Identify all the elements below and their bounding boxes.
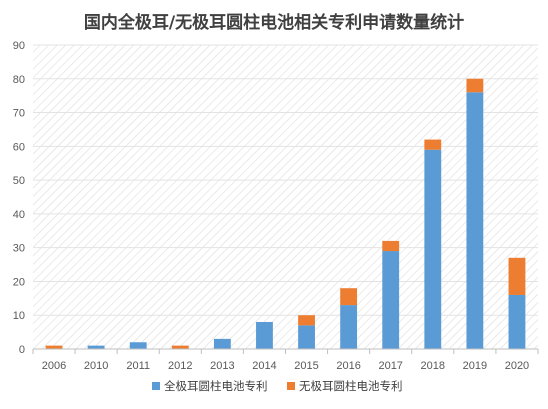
y-tick-label: 20 [13, 276, 25, 288]
bar-2019-series-2 [466, 78, 484, 93]
x-tick-label: 2017 [378, 360, 402, 372]
bar-2019-series-1 [466, 92, 484, 350]
x-tick-label: 2014 [252, 360, 276, 372]
x-tick-label: 2019 [463, 360, 487, 372]
x-tick-label: 2015 [294, 360, 318, 372]
y-tick-label: 0 [19, 344, 25, 356]
bar-2020-series-2 [508, 257, 526, 295]
bars-group [45, 78, 526, 350]
y-tick-label: 90 [13, 40, 25, 52]
chart-title: 国内全极耳/无极耳圆柱电池相关专利申请数量统计 [83, 13, 465, 33]
bar-2010-series-1 [87, 345, 105, 349]
legend-label: 全极耳圆柱电池专利 [164, 379, 268, 393]
bar-2020-series-1 [508, 294, 526, 349]
y-tick-label: 10 [13, 310, 25, 322]
bar-2018-series-2 [424, 139, 442, 150]
bar-2014-series-1 [256, 321, 273, 349]
legend: 全极耳圆柱电池专利 无极耳圆柱电池专利 [152, 379, 403, 393]
x-tick-label: 2016 [336, 360, 360, 372]
bar-2017-series-1 [382, 251, 400, 349]
y-axis: 0 10 20 30 40 50 60 70 80 90 [13, 40, 538, 356]
y-tick-label: 40 [13, 209, 25, 221]
legend-item-1: 全极耳圆柱电池专利 [152, 379, 268, 393]
bar-2016-series-2 [340, 288, 358, 306]
y-tick-label: 70 [13, 108, 25, 120]
bar-2016-series-1 [340, 305, 358, 349]
x-tick-label: 2020 [505, 360, 529, 372]
y-tick-label: 60 [13, 141, 25, 153]
x-tick-label: 2013 [210, 360, 234, 372]
bar-2015-series-2 [298, 315, 315, 326]
y-tick-label: 80 [13, 74, 25, 86]
x-axis: 2006 2010 2011 2012 2013 2014 2015 2016 2017 2018… [32, 348, 539, 372]
bar-2015-series-1 [298, 325, 315, 349]
legend-swatch [152, 382, 160, 390]
bar-2012-series-2 [171, 345, 189, 349]
y-tick-label: 30 [13, 243, 25, 255]
x-tick-label: 2018 [421, 360, 445, 372]
x-tick-label: 2011 [126, 360, 150, 372]
bar-2017-series-2 [382, 240, 400, 252]
x-tick-label: 2010 [84, 360, 108, 372]
bar-2011-series-1 [129, 342, 147, 349]
legend-label: 无极耳圆柱电池专利 [299, 379, 403, 393]
plot-background [33, 45, 538, 349]
legend-swatch [287, 382, 295, 390]
bar-2018-series-1 [424, 149, 442, 349]
x-tick-label: 2006 [42, 360, 66, 372]
plot-area [33, 45, 538, 349]
y-tick-label: 50 [13, 175, 25, 187]
legend-item-2: 无极耳圆柱电池专利 [287, 379, 403, 393]
x-tick-label: 2012 [168, 360, 192, 372]
bar-2013-series-1 [213, 338, 231, 349]
bar-2006-series-2 [45, 345, 63, 349]
